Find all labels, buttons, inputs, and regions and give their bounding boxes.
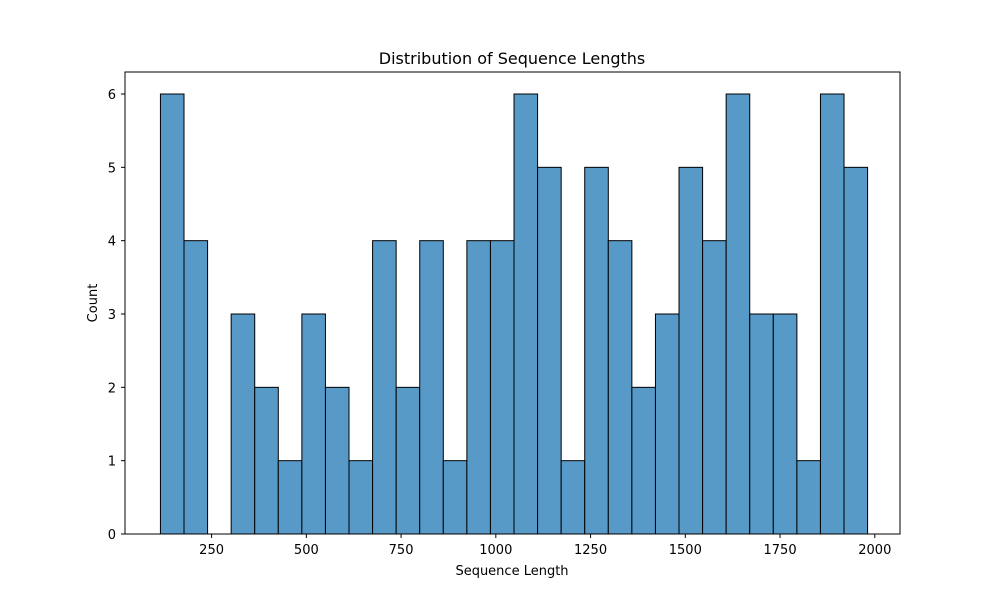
histogram-bar — [489, 240, 515, 535]
histogram-bar — [607, 240, 633, 535]
histogram-bar — [631, 386, 656, 535]
histogram-bar — [419, 240, 444, 535]
y-tick-label: 5 — [108, 161, 116, 176]
histogram-bar — [796, 460, 821, 535]
y-tick-label: 1 — [108, 455, 116, 470]
chart-title: Distribution of Sequence Lengths — [379, 49, 645, 68]
histogram-bar — [324, 386, 350, 535]
x-tick-label: 1250 — [574, 543, 607, 558]
y-tick-label: 3 — [108, 308, 116, 323]
x-tick-label: 750 — [389, 543, 414, 558]
histogram-bar — [301, 313, 326, 535]
histogram-bar — [513, 93, 539, 535]
histogram-bar — [277, 460, 303, 535]
plot-frame — [124, 71, 901, 535]
y-tick-label: 2 — [108, 381, 116, 396]
x-tick-label: 1000 — [479, 543, 512, 558]
x-tick-label: 1750 — [764, 543, 797, 558]
histogram-bar — [843, 166, 869, 535]
histogram-bar — [395, 386, 421, 535]
y-axis-label: Count — [86, 284, 101, 323]
x-axis-label: Sequence Length — [455, 564, 568, 579]
histogram-bar — [159, 93, 185, 535]
x-tick-label: 500 — [294, 543, 319, 558]
histogram-bar — [749, 313, 774, 535]
histogram-bar — [725, 93, 751, 535]
histogram-bar — [654, 313, 680, 535]
histogram-bar — [584, 166, 609, 535]
histogram-bar — [230, 313, 256, 535]
x-tick-label: 1500 — [669, 543, 702, 558]
histogram-bar — [678, 166, 704, 535]
x-axis: 250 500 750 1000 1250 1500 1750 2000 — [199, 534, 891, 558]
bars-group — [159, 93, 869, 535]
histogram-bar — [442, 460, 468, 535]
histogram-bar — [772, 313, 798, 535]
y-tick-label: 6 — [108, 88, 116, 103]
histogram-bar — [819, 93, 845, 535]
histogram-bar — [702, 240, 727, 535]
histogram-bar — [560, 460, 586, 535]
histogram-bar — [183, 240, 209, 535]
histogram-bar — [348, 460, 374, 535]
x-tick-label: 2000 — [858, 543, 891, 558]
y-tick-label: 4 — [108, 235, 116, 250]
histogram-bar — [537, 166, 562, 535]
histogram-bar — [466, 240, 491, 535]
histogram-bar — [372, 240, 397, 535]
x-tick-label: 250 — [199, 543, 224, 558]
histogram-bar — [254, 386, 279, 535]
y-axis: 0 1 2 3 4 5 6 — [108, 88, 125, 543]
y-tick-label: 0 — [108, 528, 116, 543]
